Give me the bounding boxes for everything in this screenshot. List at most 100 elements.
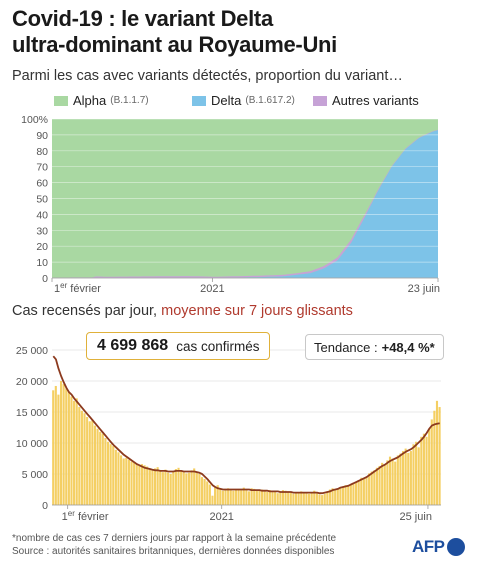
daily-cases-bar [221, 490, 224, 505]
daily-cases-bar [127, 459, 130, 505]
daily-cases-bar [326, 491, 329, 505]
daily-cases-bar [219, 489, 222, 505]
daily-cases-bar [401, 451, 405, 505]
variant-legend: Alpha (B.1.1.7) Delta (B.1.617.2) Autres… [12, 93, 471, 111]
area-x-tick-label: 2021 [200, 283, 224, 295]
daily-cases-bar [109, 444, 112, 505]
total-cases-box: 4 699 868 cas confirmés [86, 332, 271, 360]
daily-cases-bar [174, 469, 177, 505]
title-line-1: Covid-19 : le variant Delta [12, 6, 273, 31]
daily-cases-bar [164, 469, 167, 505]
daily-cases-bar [135, 464, 138, 505]
daily-cases-bar [237, 488, 240, 505]
daily-cases-bar [185, 473, 188, 505]
legend-swatch-other [313, 95, 327, 106]
area-y-tick-label: 40 [36, 209, 48, 221]
daily-cases-bar [362, 478, 365, 505]
area-y-tick-label: 80 [36, 146, 48, 158]
daily-cases-bar [336, 488, 339, 505]
legend-swatch-delta [192, 95, 206, 106]
moving-average-line [52, 355, 440, 495]
daily-cases-bar [407, 452, 410, 505]
daily-cases-bar [268, 490, 271, 505]
daily-cases-bar [292, 493, 295, 505]
daily-cases-bar [73, 400, 76, 505]
daily-cases-bar [229, 490, 232, 505]
area-y-tick-label: 60 [36, 178, 48, 190]
daily-cases-bar [104, 438, 107, 505]
daily-cases-bar [438, 407, 441, 505]
area-y-tick-label: 100% [21, 114, 48, 126]
daily-cases-bar [321, 495, 324, 505]
area-y-tick-label: 0 [42, 273, 48, 285]
title: Covid-19 : le variant Delta ultra-domina… [12, 6, 337, 58]
cases-y-tick-label: 15 000 [16, 407, 48, 419]
title-line-2: ultra-dominant au Royaume-Uni [12, 32, 337, 57]
delta-area [52, 130, 438, 278]
daily-cases-bar [140, 464, 144, 505]
daily-cases-bar [370, 471, 373, 505]
daily-cases-bar [234, 489, 238, 505]
daily-cases-bar [106, 441, 110, 505]
daily-cases-bar [52, 390, 55, 505]
area-y-tick-label: 70 [36, 162, 48, 174]
daily-cases-bar [331, 488, 334, 505]
daily-cases-bar [242, 487, 245, 505]
daily-cases-bar [117, 452, 120, 505]
daily-cases-bar [161, 472, 164, 505]
daily-cases-bar [365, 476, 368, 505]
daily-cases-bar [216, 485, 219, 505]
legend-label-alpha: Alpha [73, 93, 107, 108]
daily-cases-bar [388, 456, 392, 505]
cases-x-tick-label: 2021 [209, 511, 233, 523]
legend-note-alpha: (B.1.1.7) [110, 95, 149, 106]
daily-cases-bar [156, 467, 159, 505]
footnote-source: Source : autorités sanitaires britanniqu… [12, 546, 335, 557]
daily-cases-bar [112, 446, 115, 505]
daily-cases-bar [62, 384, 65, 505]
footnote-note: *nombre de cas ces 7 derniers jours par … [12, 533, 337, 544]
daily-cases-bar [383, 464, 386, 505]
daily-cases-bar [88, 421, 91, 505]
daily-cases-bar [177, 467, 180, 505]
daily-cases-bar [281, 490, 284, 505]
daily-cases-bar [352, 482, 355, 505]
area-y-tick-label: 50 [36, 194, 48, 206]
daily-cases-bar [276, 493, 279, 505]
daily-cases-bar [323, 493, 326, 505]
footnote: *nombre de cas ces 7 derniers jours par … [12, 532, 336, 558]
daily-cases-bar [114, 449, 117, 505]
legend-item-delta: Delta (B.1.617.2) [192, 93, 295, 108]
daily-cases-bar [417, 447, 420, 505]
daily-cases-bar [334, 490, 337, 505]
daily-cases-bar [274, 491, 277, 505]
daily-cases-bar [143, 465, 146, 505]
daily-cases-bar [159, 470, 162, 505]
daily-cases-bar [167, 472, 170, 505]
daily-cases-bar [214, 487, 217, 505]
daily-cases-bar [91, 419, 94, 505]
daily-cases-bar [368, 473, 371, 505]
cases-subtitle-highlight: moyenne sur 7 jours glissants [161, 303, 353, 319]
daily-cases-bar [70, 396, 73, 505]
daily-cases-bar [412, 444, 415, 505]
daily-cases-bar [357, 480, 360, 505]
daily-cases-bar [200, 477, 204, 505]
daily-cases-bar [247, 491, 251, 505]
cases-x-tick-label: 1er février [62, 509, 109, 523]
trend-box: Tendance : +48,4 %* [305, 334, 444, 360]
cases-y-tick-label: 5 000 [22, 469, 48, 481]
cases-y-tick-label: 0 [42, 500, 48, 512]
daily-cases-bar [344, 485, 347, 505]
daily-cases-bar [409, 451, 412, 505]
daily-cases-bar [404, 448, 407, 505]
daily-cases-bar [203, 478, 206, 505]
daily-cases-bar [67, 392, 70, 505]
daily-cases-bar [279, 491, 282, 505]
cases-y-tick-label: 10 000 [16, 438, 48, 450]
daily-cases-bar [146, 466, 149, 505]
daily-cases-bar [148, 469, 151, 505]
daily-cases-bar [59, 381, 63, 505]
daily-cases-bar [101, 433, 104, 505]
